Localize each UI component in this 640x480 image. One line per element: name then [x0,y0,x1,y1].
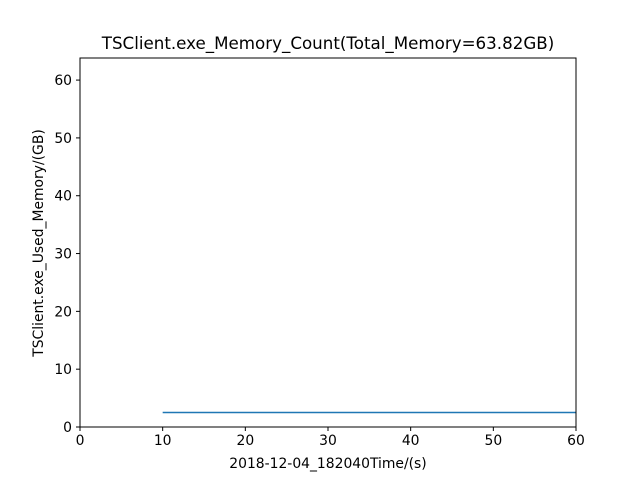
x-tick-label: 30 [319,433,337,449]
y-tick-label: 50 [54,131,72,147]
y-axis-ticks: 0 10 20 30 40 50 60 [54,73,80,436]
x-tick-label: 50 [484,433,502,449]
y-tick-label: 20 [54,304,72,320]
x-tick-label: 10 [154,433,172,449]
y-tick-label: 10 [54,362,72,378]
chart-title: TSClient.exe_Memory_Count(Total_Memory=6… [101,33,554,54]
x-tick-label: 0 [76,433,85,449]
x-tick-label: 20 [236,433,254,449]
y-tick-label: 0 [63,420,72,436]
x-axis-label: 2018-12-04_182040Time/(s) [229,456,426,472]
y-tick-label: 40 [54,189,72,205]
x-axis-ticks: 0 10 20 30 40 50 60 [76,427,585,449]
x-tick-label: 60 [567,433,585,449]
y-axis-label: TSClient.exe_Used_Memory/(GB) [31,129,47,358]
y-tick-label: 30 [54,247,72,263]
y-tick-label: 60 [54,73,72,89]
x-tick-label: 40 [402,433,420,449]
axes-frame [79,57,577,428]
